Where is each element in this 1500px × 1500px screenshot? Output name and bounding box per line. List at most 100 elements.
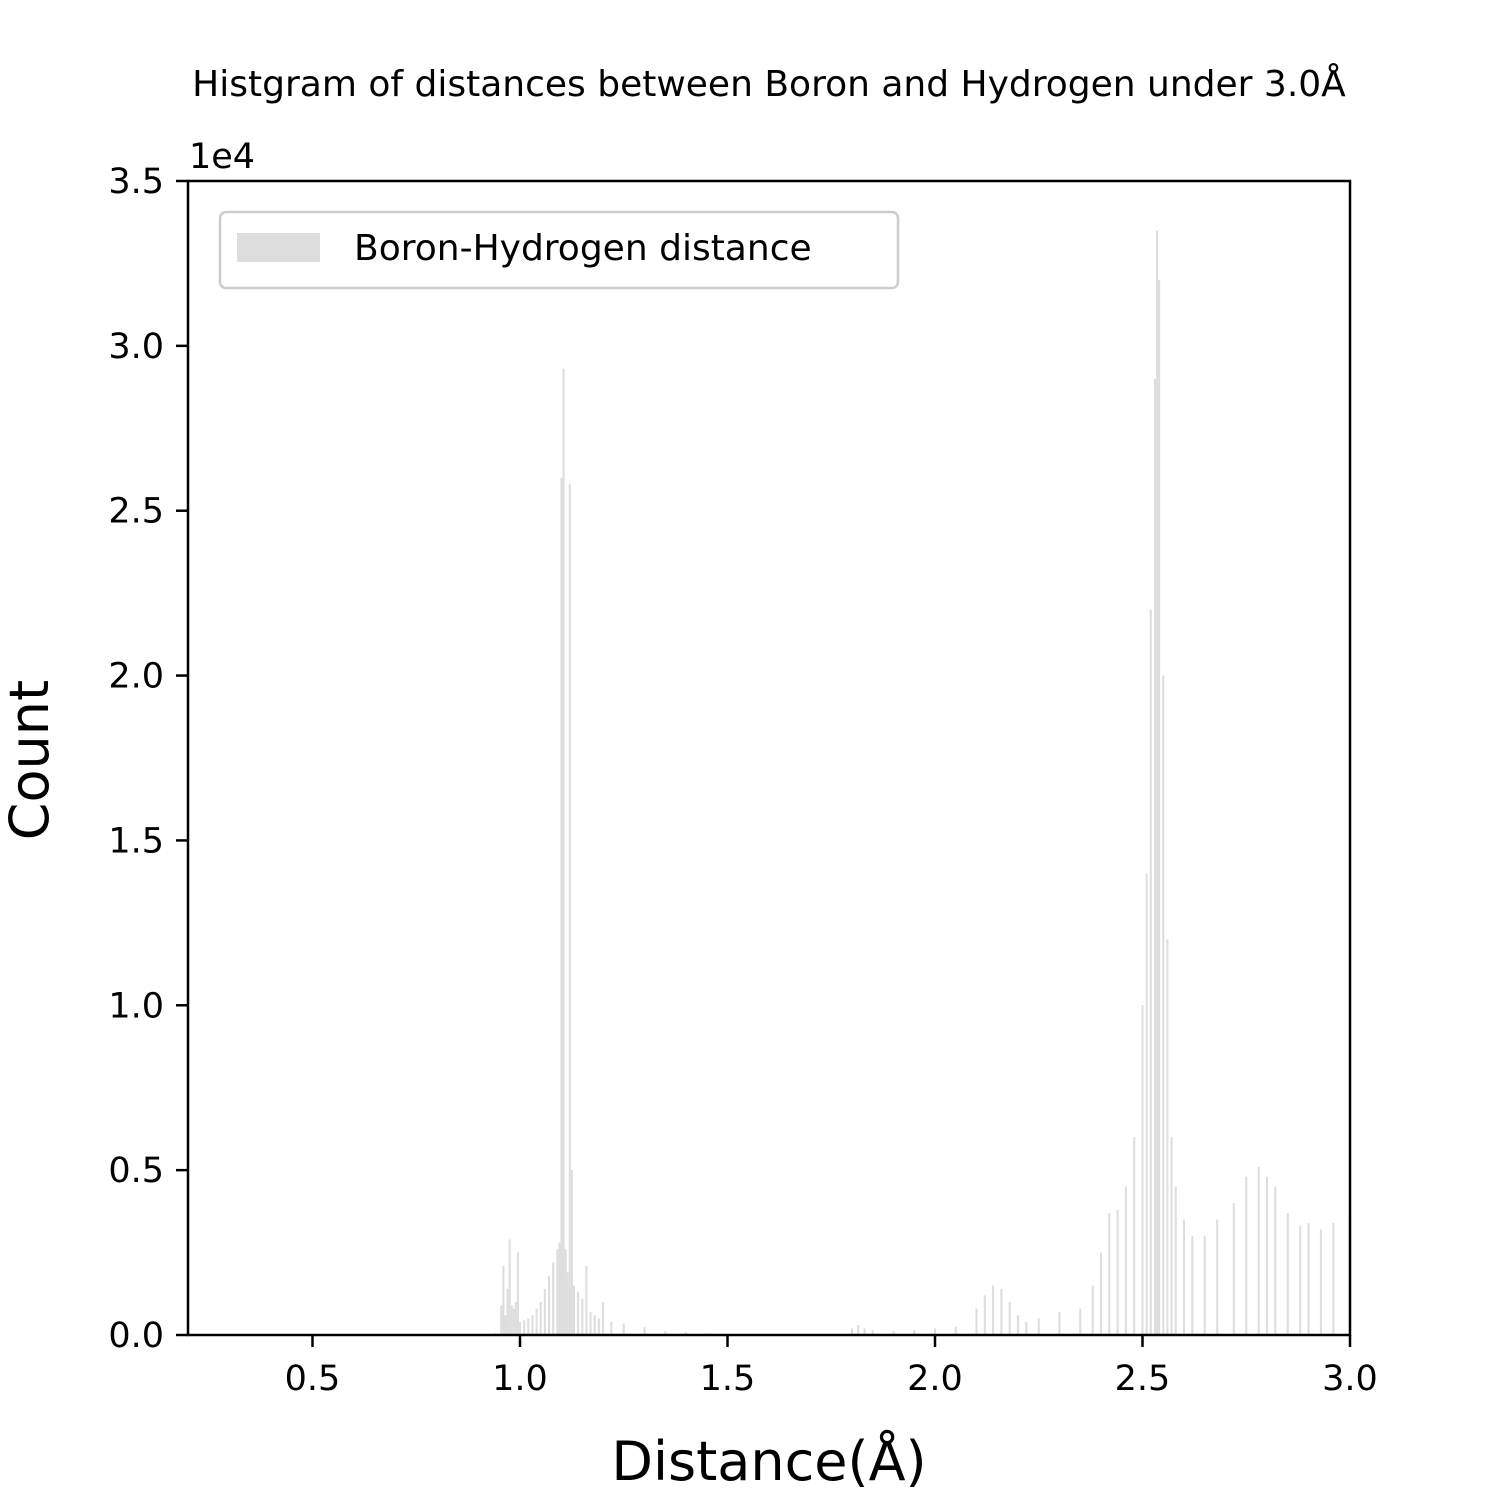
y-axis-offset-label: 1e4 <box>189 137 255 177</box>
histogram-bar <box>560 477 563 1335</box>
histogram-bar <box>1116 1209 1119 1335</box>
histogram-bar <box>1145 873 1148 1335</box>
histogram-bar <box>1232 1203 1235 1335</box>
histogram-bar <box>1124 1186 1127 1335</box>
y-tick-label: 0.0 <box>108 1316 164 1356</box>
histogram-bar <box>527 1318 530 1335</box>
histogram-bar <box>1203 1236 1206 1335</box>
histogram-bar <box>857 1325 860 1335</box>
plot-frame <box>186 179 1352 1337</box>
histogram-bar <box>1166 939 1169 1335</box>
histogram-bar <box>1091 1285 1094 1335</box>
histogram-bar <box>1155 230 1159 1335</box>
histogram-bar <box>1000 1288 1003 1335</box>
x-tick-label: 3.0 <box>1322 1359 1378 1399</box>
x-axis-label: Distance(Å) <box>611 1429 926 1493</box>
histogram-bar <box>1182 1219 1186 1335</box>
histogram-bar <box>502 1265 505 1335</box>
histogram-bar <box>518 1321 522 1335</box>
histogram-bar <box>1274 1186 1277 1335</box>
histogram-bar <box>597 1318 600 1335</box>
histogram-bar <box>570 1170 573 1335</box>
histogram-bar <box>1099 1252 1103 1335</box>
histogram-bar <box>543 1288 546 1335</box>
histogram-bar <box>577 1292 580 1335</box>
x-tick-label: 0.5 <box>285 1359 341 1399</box>
histogram-bar <box>1216 1219 1219 1335</box>
histogram-bar <box>585 1265 588 1335</box>
histogram-bar <box>562 368 565 1335</box>
y-tick-label: 2.5 <box>108 492 164 532</box>
histogram-bar <box>589 1311 592 1335</box>
histogram-bar <box>593 1315 596 1335</box>
histogram-bar <box>975 1308 978 1335</box>
histogram-bar <box>558 1242 561 1335</box>
histogram-bar <box>572 1285 575 1335</box>
y-axis-ticks: 0.0 0.5 1.0 1.5 2.0 2.5 3.0 3.5 <box>108 162 188 1356</box>
histogram-bar <box>850 1328 854 1335</box>
histogram-bar <box>564 1249 567 1335</box>
x-tick-label: 2.0 <box>907 1359 963 1399</box>
legend-label: Boron-Hydrogen distance <box>354 228 812 269</box>
histogram-bar <box>664 1331 667 1335</box>
histogram-bar <box>548 1275 551 1335</box>
x-axis-ticks: 0.5 1.0 1.5 2.0 2.5 3.0 <box>285 1335 1378 1399</box>
x-tick-label: 2.5 <box>1115 1359 1171 1399</box>
histogram-bar <box>512 1308 515 1335</box>
chart-title: Histgram of distances between Boron and … <box>192 62 1346 105</box>
histogram-bar <box>933 1328 937 1335</box>
histogram-bar <box>523 1320 526 1335</box>
histogram-bar <box>1108 1213 1111 1335</box>
legend-swatch <box>237 233 320 262</box>
y-tick-label: 1.0 <box>108 986 164 1026</box>
histogram-bar <box>863 1328 866 1335</box>
histogram-bar <box>510 1305 513 1335</box>
y-tick-label: 1.5 <box>108 821 164 861</box>
y-axis-label: Count <box>0 680 61 840</box>
histogram-bar <box>514 1302 517 1335</box>
histogram-bar <box>1025 1321 1028 1335</box>
histogram-bar <box>568 484 571 1335</box>
histogram-bar <box>581 1298 584 1335</box>
legend: Boron-Hydrogen distance <box>218 210 900 290</box>
y-tick-label: 2.0 <box>108 657 164 697</box>
histogram-bar <box>622 1323 625 1335</box>
histogram-bar <box>684 1332 688 1335</box>
histogram-bar <box>1016 1315 1020 1335</box>
histogram-bar <box>1286 1213 1289 1335</box>
histogram-bar <box>556 1249 559 1335</box>
histogram-bar <box>1257 1166 1260 1335</box>
histogram-bar <box>1008 1302 1011 1335</box>
histogram-bar <box>643 1326 646 1335</box>
histogram-bar <box>1149 609 1152 1335</box>
histogram-bar <box>871 1330 874 1335</box>
histogram-bar <box>1265 1176 1269 1335</box>
x-tick-label: 1.0 <box>492 1359 548 1399</box>
histogram-bar <box>892 1331 895 1335</box>
histogram-bar <box>1037 1318 1040 1335</box>
histogram-bar <box>1170 1137 1173 1335</box>
histogram-bar <box>1079 1308 1082 1335</box>
histogram-bar <box>1319 1229 1322 1335</box>
y-tick-label: 3.0 <box>108 327 164 367</box>
histogram-bar <box>954 1326 957 1335</box>
histogram-bar <box>1158 279 1161 1335</box>
histogram-bar <box>508 1239 511 1335</box>
histogram-bar <box>983 1295 986 1335</box>
histogram-bar <box>1141 1005 1144 1335</box>
histogram-bar <box>552 1262 555 1335</box>
histogram-bar <box>1058 1311 1061 1335</box>
histogram-bar <box>516 1252 519 1335</box>
y-tick-label: 3.5 <box>108 162 164 202</box>
y-tick-label: 0.5 <box>108 1151 164 1191</box>
histogram-bar <box>566 1272 569 1335</box>
histogram-bar <box>539 1302 542 1335</box>
histogram-bar <box>535 1308 538 1335</box>
histogram-bars <box>494 230 1350 1335</box>
histogram-bar <box>1191 1236 1194 1335</box>
legend-box <box>218 210 900 290</box>
histogram-bar <box>1174 1186 1177 1335</box>
x-tick-label: 1.5 <box>700 1359 756 1399</box>
histogram-bar <box>1133 1137 1136 1335</box>
